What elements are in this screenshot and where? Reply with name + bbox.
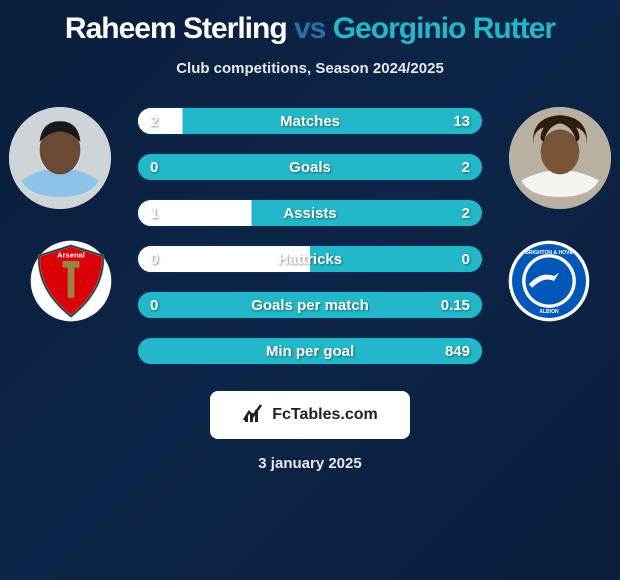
club1-badge: Arsenal: [29, 239, 113, 323]
stat-label: Matches: [280, 113, 340, 130]
title-vs: vs: [294, 12, 325, 45]
svg-text:ALBION: ALBION: [539, 309, 559, 315]
stat-right-value: 0: [462, 251, 470, 268]
comparison-title: Raheem Sterling vs Georginio Rutter: [0, 0, 620, 46]
stat-left-value: 0: [150, 251, 158, 268]
stat-bar-goals-per-match: 0 Goals per match 0.15: [136, 290, 484, 320]
stat-left-value: 0: [150, 159, 158, 176]
stat-label: Min per goal: [266, 343, 354, 360]
site-logo: FcTables.com: [210, 391, 410, 439]
player1-avatar: [9, 107, 111, 209]
title-player1: Raheem Sterling: [65, 12, 287, 45]
player1-avatar-svg: [9, 107, 111, 209]
svg-text:Arsenal: Arsenal: [57, 250, 85, 259]
stats-area: Arsenal BRIGHTON & HOVE ALBION 2 Matches 1…: [0, 107, 620, 387]
club2-badge: BRIGHTON & HOVE ALBION: [507, 239, 591, 323]
stat-bar-min-per-goal: Min per goal 849: [136, 336, 484, 366]
stat-bar-hattricks: 0 Hattricks 0: [136, 244, 484, 274]
chart-icon: [242, 402, 264, 429]
stat-right-value: 849: [445, 343, 470, 360]
subtitle: Club competitions, Season 2024/2025: [0, 60, 620, 77]
stat-bars: 2 Matches 13 0 Goals 2 1 Assists 2 0 Hattricks 0 0 Go…: [136, 106, 484, 382]
stat-right-value: 2: [462, 205, 470, 222]
stat-bar-assists: 1 Assists 2: [136, 198, 484, 228]
club1-badge-svg: Arsenal: [29, 239, 113, 323]
stat-right-value: 0.15: [441, 297, 470, 314]
title-player2: Georginio Rutter: [333, 12, 555, 45]
stat-left-value: 1: [150, 205, 158, 222]
stat-label: Goals: [289, 159, 331, 176]
stat-right-value: 2: [462, 159, 470, 176]
stat-label: Assists: [283, 205, 336, 222]
club2-badge-svg: BRIGHTON & HOVE ALBION: [507, 239, 591, 323]
stat-bar-matches: 2 Matches 13: [136, 106, 484, 136]
stat-bar-goals: 0 Goals 2: [136, 152, 484, 182]
site-logo-text: FcTables.com: [272, 406, 378, 424]
stat-left-value: 2: [150, 113, 158, 130]
date-text: 3 january 2025: [0, 455, 620, 472]
player2-avatar-svg: [509, 107, 611, 209]
stat-right-value: 13: [453, 113, 470, 130]
stat-left-value: 0: [150, 297, 158, 314]
stat-label: Goals per match: [251, 297, 369, 314]
stat-label: Hattricks: [278, 251, 342, 268]
svg-text:BRIGHTON & HOVE: BRIGHTON & HOVE: [525, 250, 573, 256]
player2-avatar: [509, 107, 611, 209]
